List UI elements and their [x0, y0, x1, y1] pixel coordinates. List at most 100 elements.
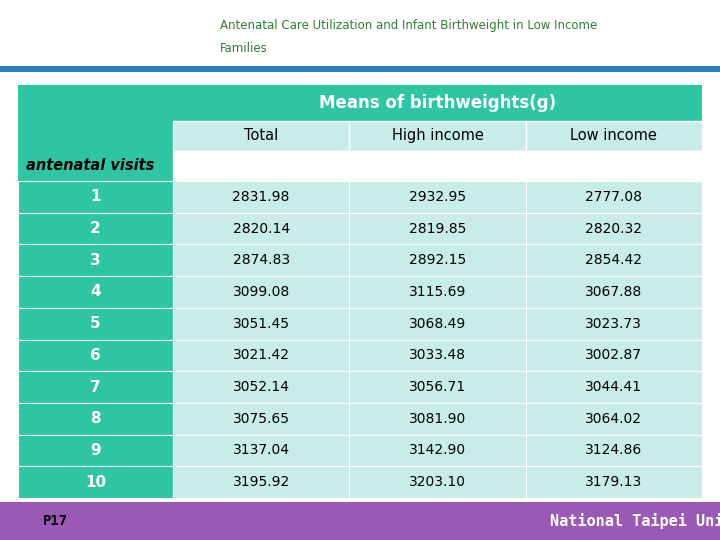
Bar [173, 276, 349, 308]
Bar [349, 371, 526, 403]
Text: 3044.41: 3044.41 [585, 380, 642, 394]
Bar [18, 181, 173, 213]
Bar [349, 340, 526, 371]
Bar [173, 371, 349, 403]
Text: 3099.08: 3099.08 [233, 285, 289, 299]
Text: 2892.15: 2892.15 [409, 253, 466, 267]
Text: Means of birthweights(g): Means of birthweights(g) [319, 94, 556, 112]
Text: 3067.88: 3067.88 [585, 285, 642, 299]
Bar [18, 371, 173, 403]
Text: 6: 6 [90, 348, 101, 363]
Text: 3002.87: 3002.87 [585, 348, 642, 362]
Text: 3051.45: 3051.45 [233, 316, 289, 330]
Text: National Taipei University: National Taipei University [550, 513, 720, 529]
Text: antenatal visits: antenatal visits [26, 159, 154, 173]
Bar [349, 181, 526, 213]
Text: 3124.86: 3124.86 [585, 443, 642, 457]
Bar [18, 85, 173, 121]
Bar [526, 276, 702, 308]
Bar [173, 181, 349, 213]
Text: 3137.04: 3137.04 [233, 443, 289, 457]
Text: 3179.13: 3179.13 [585, 475, 642, 489]
Bar [349, 308, 526, 340]
Text: 2819.85: 2819.85 [409, 221, 466, 235]
Text: 3052.14: 3052.14 [233, 380, 289, 394]
Bar [349, 213, 526, 245]
Text: 2: 2 [90, 221, 101, 236]
Bar [349, 121, 526, 151]
Bar [349, 435, 526, 467]
Bar [173, 435, 349, 467]
Bar [173, 403, 349, 435]
Text: 5: 5 [90, 316, 101, 331]
Bar [526, 245, 702, 276]
Bar [526, 213, 702, 245]
Text: 3056.71: 3056.71 [409, 380, 466, 394]
Text: 2820.32: 2820.32 [585, 221, 642, 235]
Text: 3195.92: 3195.92 [233, 475, 289, 489]
Bar [0, 502, 720, 540]
Bar [18, 340, 173, 371]
Text: 2854.42: 2854.42 [585, 253, 642, 267]
Text: 10: 10 [85, 475, 106, 490]
Text: 3023.73: 3023.73 [585, 316, 642, 330]
Text: High income: High income [392, 129, 483, 144]
Bar [349, 276, 526, 308]
Text: 3033.48: 3033.48 [409, 348, 466, 362]
Bar [18, 308, 173, 340]
Text: 3021.42: 3021.42 [233, 348, 289, 362]
Bar [18, 245, 173, 276]
Bar [526, 181, 702, 213]
Bar [18, 151, 173, 181]
Text: 3068.49: 3068.49 [409, 316, 466, 330]
Bar [18, 276, 173, 308]
Text: 3115.69: 3115.69 [409, 285, 466, 299]
Bar [526, 371, 702, 403]
Text: P17: P17 [42, 514, 68, 528]
Bar [173, 340, 349, 371]
Text: 2831.98: 2831.98 [233, 190, 290, 204]
Bar [526, 308, 702, 340]
Bar [18, 213, 173, 245]
Text: 2777.08: 2777.08 [585, 190, 642, 204]
Text: 3: 3 [90, 253, 101, 268]
Bar [349, 151, 526, 181]
Text: 3203.10: 3203.10 [409, 475, 466, 489]
Bar [18, 467, 173, 498]
Bar [173, 121, 349, 151]
Text: 2874.83: 2874.83 [233, 253, 289, 267]
Bar [526, 151, 702, 181]
Bar [18, 435, 173, 467]
Bar [18, 403, 173, 435]
Bar [173, 85, 702, 121]
Text: 9: 9 [90, 443, 101, 458]
Text: 3075.65: 3075.65 [233, 411, 289, 426]
Text: 8: 8 [90, 411, 101, 426]
Text: 3064.02: 3064.02 [585, 411, 642, 426]
Bar [526, 340, 702, 371]
Bar [349, 245, 526, 276]
Bar [173, 467, 349, 498]
Bar [0, 0, 720, 90]
Bar [526, 121, 702, 151]
Text: 4: 4 [90, 285, 101, 300]
Text: 2932.95: 2932.95 [409, 190, 466, 204]
Text: 3142.90: 3142.90 [409, 443, 466, 457]
Bar [173, 213, 349, 245]
Bar [173, 308, 349, 340]
Text: 1: 1 [90, 190, 101, 204]
Text: 7: 7 [90, 380, 101, 395]
Bar [349, 467, 526, 498]
Text: Low income: Low income [570, 129, 657, 144]
Text: Antenatal Care Utilization and Infant Birthweight in Low Income: Antenatal Care Utilization and Infant Bi… [220, 18, 598, 31]
Bar [349, 403, 526, 435]
Bar [18, 121, 173, 151]
Bar [526, 467, 702, 498]
Bar [526, 403, 702, 435]
Text: 3081.90: 3081.90 [409, 411, 466, 426]
Text: Total: Total [244, 129, 279, 144]
Bar [526, 435, 702, 467]
Text: 2820.14: 2820.14 [233, 221, 289, 235]
Bar [0, 66, 720, 72]
Bar [173, 245, 349, 276]
